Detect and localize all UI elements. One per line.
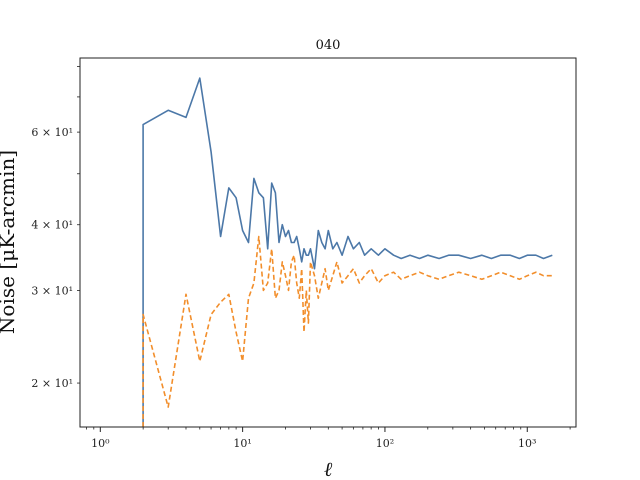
x-axis: 10⁰ 10¹ 10² 10³ [86, 427, 571, 450]
x-tick-label: 10¹ [233, 437, 251, 450]
y-tick-label: 3 × 10¹ [31, 284, 73, 297]
series-line-2 [142, 235, 553, 427]
x-tick-label: 10³ [518, 437, 536, 450]
y-tick-label: 6 × 10¹ [31, 126, 73, 139]
y-tick-label: 2 × 10¹ [31, 377, 73, 390]
x-axis-label: ℓ [324, 457, 333, 480]
chart-title: 040 [316, 38, 341, 53]
x-tick-label: 10² [376, 437, 394, 450]
y-axis-label: Noise [μK-arcmin] [0, 150, 19, 334]
plot-frame [79, 57, 577, 428]
x-tick-label: 10⁰ [91, 437, 110, 450]
y-axis: 2 × 10¹ 3 × 10¹ 4 × 10¹ 6 × 10¹ [31, 66, 80, 390]
series-line-1 [142, 77, 553, 427]
plot-series [142, 77, 553, 427]
y-tick-label: 4 × 10¹ [31, 219, 73, 232]
